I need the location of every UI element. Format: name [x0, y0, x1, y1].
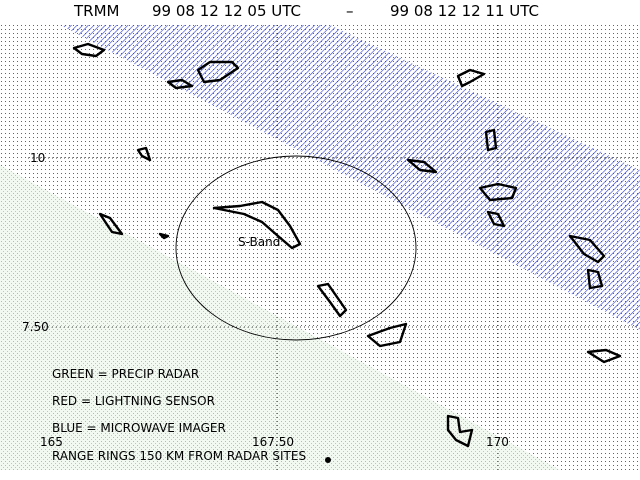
precip-swath-tint: [0, 165, 560, 470]
island: [166, 78, 194, 90]
island: [456, 68, 486, 88]
island: [136, 146, 152, 162]
island: [72, 42, 106, 58]
island: [98, 212, 124, 236]
island: [478, 182, 518, 202]
header: TRMM 99 08 12 12 05 UTC – 99 08 12 12 11…: [73, 2, 539, 20]
instrument: TRMM: [73, 2, 119, 20]
microwave-swath: [60, 25, 640, 330]
island: [586, 348, 622, 364]
lon-label: 165: [40, 435, 63, 449]
legend-line: RANGE RINGS 150 KM FROM RADAR SITES: [52, 449, 306, 463]
island: [196, 60, 240, 84]
grid-labels: 10 7.50 165 167.50 170: [22, 151, 509, 449]
lat-label: 10: [30, 151, 45, 165]
island: [446, 414, 474, 448]
islands: [72, 42, 622, 463]
range-ring: [175, 155, 417, 341]
radar-site-label: S-Band: [238, 235, 280, 249]
legend-line: BLUE = MICROWAVE IMAGER: [52, 421, 226, 435]
legend-line: GREEN = PRECIP RADAR: [52, 367, 199, 381]
island: [484, 128, 498, 152]
start-time: 99 08 12 12 05 UTC: [152, 2, 301, 20]
lon-label: 170: [486, 435, 509, 449]
island: [325, 457, 331, 463]
legend: GREEN = PRECIP RADAR RED = LIGHTNING SEN…: [52, 367, 306, 463]
island: [212, 200, 302, 250]
lat-label: 7.50: [22, 320, 49, 334]
island: [568, 234, 606, 264]
end-time: 99 08 12 12 11 UTC: [390, 2, 539, 20]
island: [406, 158, 438, 174]
swaths: [0, 25, 640, 470]
island: [316, 282, 348, 318]
lon-label: 167.50: [252, 435, 294, 449]
island: [366, 322, 408, 348]
legend-line: RED = LIGHTNING SENSOR: [52, 394, 215, 408]
island: [586, 268, 604, 290]
island: [486, 210, 506, 228]
island: [158, 232, 170, 240]
separator: –: [346, 2, 354, 20]
